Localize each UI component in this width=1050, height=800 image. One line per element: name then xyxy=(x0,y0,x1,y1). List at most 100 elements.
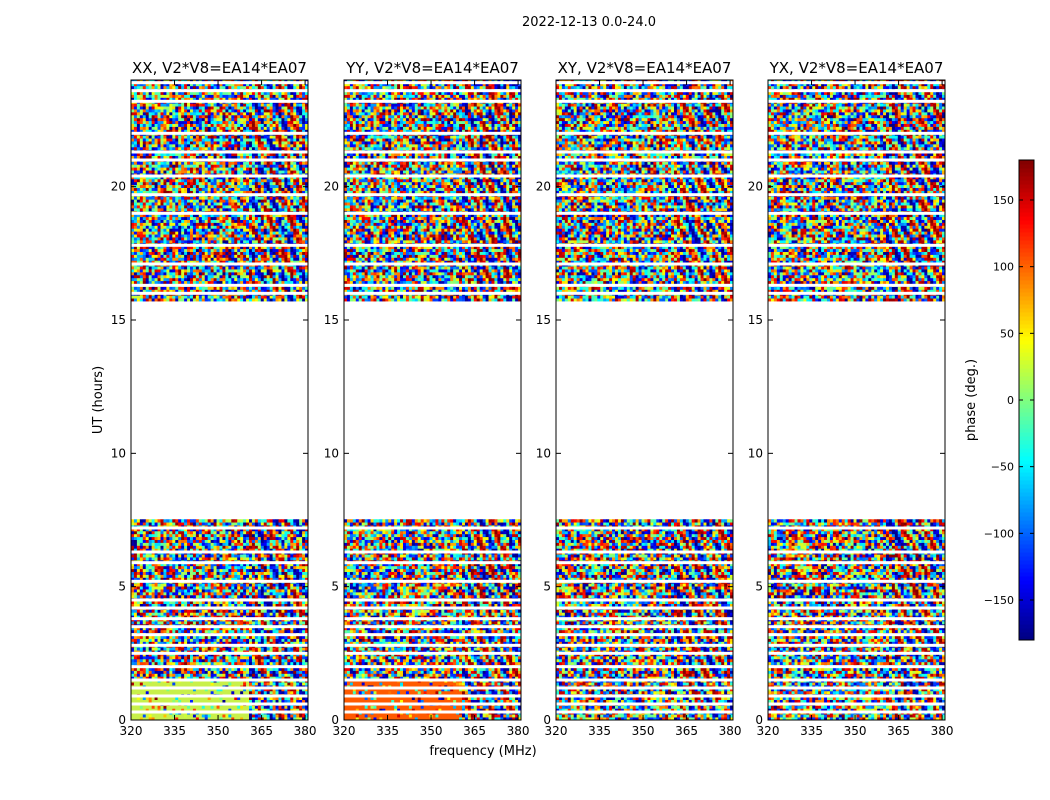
heatmap-cell xyxy=(234,682,237,685)
heatmap-cell xyxy=(149,705,152,708)
heatmap-cell xyxy=(252,682,255,685)
heatmap-cell xyxy=(290,700,293,703)
heatmap-cell xyxy=(222,705,225,708)
heatmap-cell xyxy=(281,700,284,703)
heatmap-cell xyxy=(276,705,279,708)
heatmap-cell xyxy=(228,714,231,717)
heatmap-cell xyxy=(279,682,282,685)
heatmap-cell xyxy=(299,700,302,703)
heatmap-cell xyxy=(211,714,214,717)
heatmap-cell xyxy=(296,714,299,717)
heatmap-cell xyxy=(284,700,287,703)
heatmap-cell xyxy=(231,705,234,708)
heatmap-cell xyxy=(284,714,287,717)
heatmap-cell xyxy=(220,691,223,694)
heatmap-cell xyxy=(302,682,305,685)
heatmap-cell xyxy=(161,682,164,685)
heatmap-cell xyxy=(199,700,202,703)
heatmap-cell xyxy=(146,691,149,694)
heatmap-cell xyxy=(134,705,137,708)
heatmap-cell xyxy=(261,691,264,694)
heatmap-cell xyxy=(270,691,273,694)
heatmap-cell xyxy=(169,705,172,708)
heatmap-cell xyxy=(175,705,178,708)
heatmap-cell xyxy=(134,700,137,703)
heatmap-cell xyxy=(231,714,234,717)
heatmap-cell xyxy=(240,700,243,703)
heatmap-cell xyxy=(279,714,282,717)
heatmap-cell xyxy=(225,705,228,708)
heatmap-cell xyxy=(249,691,252,694)
heatmap-cell xyxy=(258,714,261,717)
heatmap-cell xyxy=(208,682,211,685)
heatmap-cell xyxy=(228,682,231,685)
heatmap-cell xyxy=(196,705,199,708)
heatmap-cell xyxy=(140,691,143,694)
heatmap-cell xyxy=(220,705,223,708)
heatmap-cell xyxy=(181,700,184,703)
heatmap-cell xyxy=(181,705,184,708)
heatmap-cell xyxy=(243,700,246,703)
heatmap-cell xyxy=(270,700,273,703)
heatmap-cell xyxy=(178,714,181,717)
heatmap-cell xyxy=(187,691,190,694)
heatmap-cell xyxy=(258,691,261,694)
heatmap-cell xyxy=(217,705,220,708)
heatmap-cell xyxy=(178,700,181,703)
heatmap-cell xyxy=(161,714,164,717)
heatmap-cell xyxy=(187,682,190,685)
heatmap-cell xyxy=(234,714,237,717)
heatmap-cell xyxy=(293,705,296,708)
heatmap-cell xyxy=(158,714,161,717)
heatmap-cell xyxy=(249,705,252,708)
heatmap-cell xyxy=(299,682,302,685)
heatmap-cell xyxy=(155,691,158,694)
heatmap-cell xyxy=(163,705,166,708)
y-axis-label: UT (hours) xyxy=(91,366,106,434)
heatmap-cell xyxy=(296,691,299,694)
heatmap-cell xyxy=(205,691,208,694)
heatmap-cell xyxy=(237,691,240,694)
heatmap-cell xyxy=(202,682,205,685)
heatmap-cell xyxy=(217,682,220,685)
heatmap-cell xyxy=(211,682,214,685)
heatmap-cell xyxy=(252,714,255,717)
heatmap-cell xyxy=(140,682,143,685)
heatmap-cell xyxy=(137,691,140,694)
heatmap-cell xyxy=(258,705,261,708)
heatmap-cell xyxy=(143,700,146,703)
heatmap-cell xyxy=(214,700,217,703)
heatmap-cell xyxy=(276,691,279,694)
panel-0: XX, V2*V8=EA14*EA07320 335 350 365 380051015… xyxy=(111,59,317,738)
heatmap-cell xyxy=(270,714,273,717)
heatmap-cell xyxy=(140,705,143,708)
heatmap-cell xyxy=(140,714,143,717)
heatmap-cell xyxy=(155,682,158,685)
heatmap-cell xyxy=(166,700,169,703)
heatmap-cell xyxy=(264,700,267,703)
heatmap-cell xyxy=(137,682,140,685)
heatmap-cell xyxy=(273,682,276,685)
heatmap-cell xyxy=(255,700,258,703)
heatmap-cell xyxy=(178,691,181,694)
heatmap-cell xyxy=(196,682,199,685)
heatmap-cell xyxy=(184,700,187,703)
heatmap-cell xyxy=(258,700,261,703)
heatmap-cell xyxy=(137,700,140,703)
heatmap-cell xyxy=(281,682,284,685)
heatmap-cell xyxy=(163,691,166,694)
heatmap-cell xyxy=(267,682,270,685)
heatmap-cell xyxy=(199,691,202,694)
heatmap-cell xyxy=(163,682,166,685)
heatmap-cell xyxy=(293,682,296,685)
heatmap-cell xyxy=(246,714,249,717)
heatmap-cell xyxy=(249,682,252,685)
heatmap-cell xyxy=(299,705,302,708)
heatmap-cell xyxy=(193,705,196,708)
heatmap-cell xyxy=(158,682,161,685)
heatmap-cell xyxy=(149,691,152,694)
heatmap-cell xyxy=(193,700,196,703)
heatmap-cell xyxy=(211,691,214,694)
heatmap-cell xyxy=(184,714,187,717)
heatmap-cell xyxy=(240,691,243,694)
